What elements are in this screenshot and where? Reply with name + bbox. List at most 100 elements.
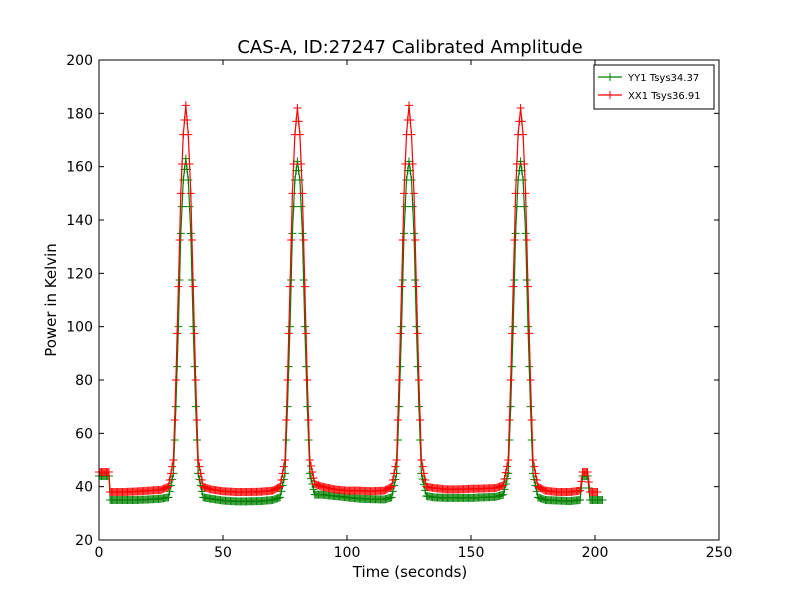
data-point-marker [295, 176, 304, 184]
data-point-marker [281, 456, 289, 464]
data-point-marker [284, 362, 293, 371]
data-point-marker [171, 402, 180, 411]
data-point-marker [176, 189, 185, 198]
data-point-marker [396, 329, 405, 338]
data-point-marker [529, 456, 537, 464]
data-point-marker [284, 329, 293, 338]
x-tick-label: 200 [582, 545, 609, 561]
legend: YY1 Tsys34.37 XX1 Tsys36.91 [593, 64, 715, 110]
data-point-marker [278, 469, 287, 478]
y-tick-label: 20 [75, 533, 93, 549]
data-point-marker [282, 416, 291, 424]
data-point-marker [525, 362, 534, 371]
data-point-marker [413, 362, 422, 371]
data-point-marker [287, 276, 296, 284]
data-point-marker [183, 116, 192, 124]
data-point-marker [186, 189, 195, 198]
series-2 [95, 101, 602, 496]
data-point-marker [400, 229, 409, 238]
data-point-marker [298, 229, 307, 238]
data-point-marker [388, 476, 397, 484]
x-tick-label: 250 [706, 545, 733, 561]
data-point-marker [414, 402, 423, 411]
chart-title: CAS-A, ID:27247 Calibrated Amplitude [237, 37, 582, 58]
data-point-marker [532, 476, 541, 484]
data-point-marker [299, 236, 308, 244]
data-point-marker [195, 462, 204, 471]
data-point-marker [417, 456, 426, 464]
series-layer [95, 101, 607, 506]
data-point-marker [184, 176, 193, 184]
data-point-marker [287, 236, 296, 244]
data-point-marker [387, 482, 396, 491]
data-point-marker [171, 376, 180, 384]
data-point-marker [398, 236, 407, 244]
data-point-marker [418, 462, 427, 471]
data-point-marker [416, 416, 425, 424]
y-tick-label: 40 [75, 480, 93, 496]
data-point-marker [303, 402, 312, 411]
data-point-marker [189, 322, 198, 331]
data-point-marker [299, 276, 308, 284]
data-point-marker [407, 130, 416, 139]
y-tick-label: 180 [66, 106, 93, 122]
data-point-marker [307, 462, 316, 470]
data-point-marker [506, 376, 515, 384]
data-point-marker [302, 362, 311, 371]
data-point-marker [293, 104, 302, 112]
data-point-marker [163, 483, 172, 492]
data-point-marker [421, 476, 430, 484]
data-point-marker [186, 229, 195, 238]
data-point-marker [517, 117, 526, 126]
data-point-marker [285, 322, 294, 331]
data-point-marker [395, 376, 404, 384]
data-point-marker [520, 160, 529, 168]
data-point-marker [516, 104, 525, 112]
data-point-marker [197, 487, 206, 496]
data-point-marker [169, 456, 178, 464]
data-point-marker [526, 376, 535, 384]
x-tick-label: 50 [214, 545, 232, 561]
data-point-marker [305, 456, 314, 464]
data-point-marker [400, 189, 409, 198]
data-point-marker [393, 416, 402, 424]
data-point-marker [499, 481, 508, 490]
data-point-marker [395, 402, 404, 411]
data-point-marker [190, 362, 199, 371]
data-point-marker [294, 117, 303, 126]
data-point-marker [396, 362, 405, 371]
legend-entry: YY1 Tsys34.37 [598, 73, 699, 84]
data-point-marker [522, 236, 531, 244]
data-point-marker [405, 101, 413, 110]
data-point-marker [170, 416, 179, 424]
data-point-marker [168, 462, 177, 471]
data-point-marker [576, 486, 585, 495]
data-point-marker [521, 229, 530, 238]
data-point-marker [509, 282, 518, 291]
data-point-marker [406, 116, 415, 124]
data-point-marker [174, 322, 183, 331]
data-point-marker [300, 322, 309, 331]
y-tick-label: 100 [66, 320, 93, 336]
data-point-marker [412, 282, 421, 291]
data-point-marker [386, 483, 395, 492]
legend-box [593, 64, 715, 110]
data-point-marker [309, 485, 318, 494]
data-point-marker [583, 468, 592, 476]
data-point-marker [288, 229, 297, 238]
data-point-marker [178, 160, 187, 168]
data-point-marker [164, 482, 173, 491]
data-point-marker [507, 329, 516, 338]
data-point-marker [520, 202, 529, 211]
data-point-marker [401, 160, 410, 168]
data-point-marker [173, 329, 182, 338]
data-point-marker [166, 469, 175, 478]
data-point-marker [502, 462, 511, 471]
data-point-marker [309, 474, 318, 482]
data-point-marker [413, 329, 422, 338]
data-point-marker [289, 160, 298, 168]
data-point-marker [391, 462, 400, 471]
data-point-marker [509, 322, 518, 331]
x-tick-label: 100 [334, 545, 361, 561]
